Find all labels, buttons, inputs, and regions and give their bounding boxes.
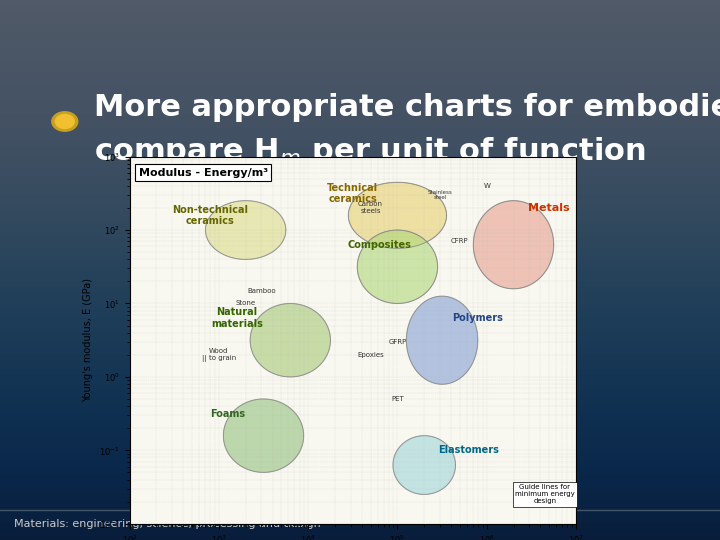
Text: Metals: Metals <box>528 203 570 213</box>
Text: CFRP: CFRP <box>451 239 469 245</box>
Text: Composites: Composites <box>348 240 412 249</box>
Text: GFRP: GFRP <box>388 339 407 345</box>
Text: compare H$_m$ per unit of function: compare H$_m$ per unit of function <box>94 134 645 168</box>
Text: Stainless
steel: Stainless steel <box>428 190 452 200</box>
Polygon shape <box>357 230 438 303</box>
Text: Carbon
steels: Carbon steels <box>358 201 383 214</box>
Text: Wood
|| to grain: Wood || to grain <box>202 348 236 362</box>
Text: Epoxies: Epoxies <box>357 352 384 358</box>
Text: Natural
materials: Natural materials <box>211 307 263 329</box>
Polygon shape <box>393 436 456 495</box>
Text: Non-technical
ceramics: Non-technical ceramics <box>172 205 248 226</box>
Circle shape <box>52 112 78 131</box>
Text: W: W <box>483 183 490 189</box>
Text: Bamboo: Bamboo <box>247 287 276 294</box>
Text: Stone: Stone <box>235 300 256 307</box>
Text: Polymers: Polymers <box>452 313 503 323</box>
Y-axis label: Young's modulus, E (GPa): Young's modulus, E (GPa) <box>84 278 94 402</box>
Text: Foams: Foams <box>210 409 246 419</box>
Polygon shape <box>348 183 446 248</box>
Circle shape <box>55 114 74 129</box>
Text: Technical
ceramics: Technical ceramics <box>327 183 379 204</box>
Text: Materials: engineering, science, processing and design: Materials: engineering, science, process… <box>14 519 321 529</box>
Polygon shape <box>473 201 554 289</box>
Text: PET: PET <box>391 396 404 402</box>
Text: Guide lines for
minimum energy
design: Guide lines for minimum energy design <box>515 484 575 504</box>
Text: More appropriate charts for embodied energy: More appropriate charts for embodied ene… <box>94 93 720 123</box>
Polygon shape <box>406 296 478 384</box>
Polygon shape <box>205 201 286 259</box>
Text: Elastomers: Elastomers <box>438 446 499 455</box>
Polygon shape <box>223 399 304 472</box>
Polygon shape <box>250 303 330 377</box>
Text: Modulus - Energy/m³: Modulus - Energy/m³ <box>138 167 268 178</box>
